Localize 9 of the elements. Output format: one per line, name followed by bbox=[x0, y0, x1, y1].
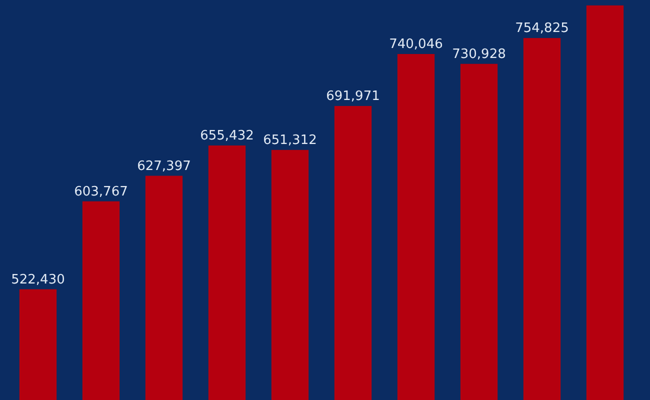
data-label: 603,767 bbox=[74, 184, 128, 200]
data-label: 627,397 bbox=[137, 158, 191, 174]
data-label: 522,430 bbox=[11, 272, 65, 288]
data-label: 730,928 bbox=[452, 46, 506, 62]
data-label: 754,825 bbox=[515, 21, 569, 36]
data-label: 651,312 bbox=[263, 132, 317, 148]
data-label: 655,432 bbox=[200, 128, 254, 144]
data-label: 691,971 bbox=[326, 88, 380, 104]
data-label: 740,046 bbox=[389, 37, 443, 52]
